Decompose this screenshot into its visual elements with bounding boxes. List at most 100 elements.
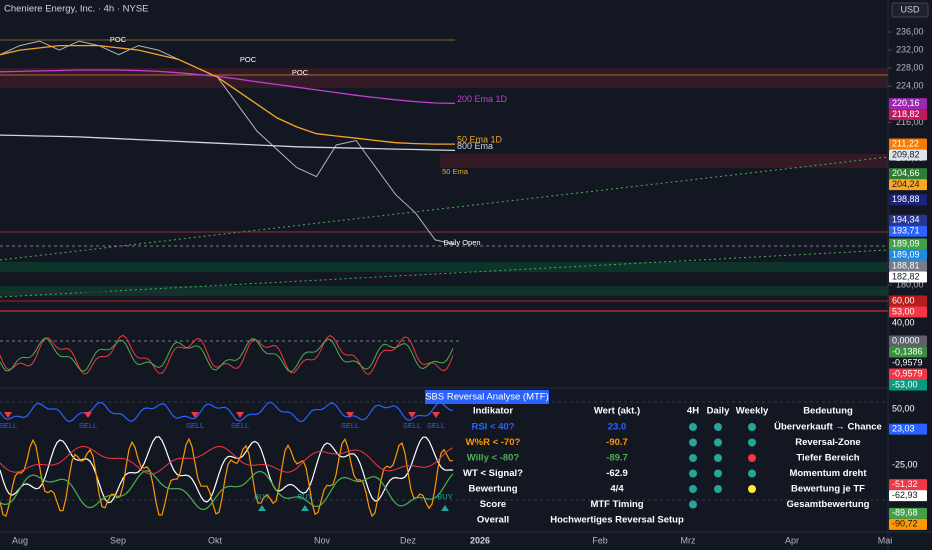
signal-label: BUY <box>254 492 269 501</box>
oscillator-line <box>0 337 454 373</box>
series-line <box>0 40 456 245</box>
annotation: POC <box>240 55 257 64</box>
table-cell: 23.0 <box>608 422 627 433</box>
price-tag-label: 60,00 <box>892 295 915 305</box>
table-cell: Hochwertiges Reversal Setup <box>550 515 684 526</box>
table-cell: -90.7 <box>606 437 628 448</box>
table-cell: Momentum dreht <box>789 468 867 479</box>
annotation: POC <box>292 68 309 77</box>
currency-label: USD <box>900 4 920 14</box>
y-tick-label: 224,00 <box>896 81 924 91</box>
price-tag <box>889 423 927 435</box>
price-tag <box>889 271 927 283</box>
y-tick-label: 236,00 <box>896 26 924 36</box>
y-tick-label: 232,00 <box>896 45 924 55</box>
table-header: Wert (akt.) <box>594 406 640 417</box>
signal-marker <box>84 412 92 418</box>
price-tag-label: 194,34 <box>892 215 920 225</box>
price-tag <box>889 335 927 347</box>
x-tick-label: Mai <box>878 535 893 545</box>
signal-label: SELL <box>341 421 359 430</box>
status-dot <box>748 454 756 462</box>
table-header: Bedeutung <box>803 406 853 417</box>
price-tag <box>889 238 927 250</box>
table-cell: Gesamtbewertung <box>787 499 870 510</box>
table-cell: MTF Timing <box>590 499 643 510</box>
signal-marker <box>346 412 354 418</box>
price-tag-label: 218,82 <box>892 109 920 119</box>
price-tag-label: -51,32 <box>892 479 918 489</box>
symbol-title: Cheniere Energy, Inc. · 4h · NYSE <box>4 4 149 15</box>
price-tag <box>889 149 927 161</box>
price-tag <box>889 194 927 206</box>
price-tag <box>889 214 927 226</box>
price-tag <box>889 249 927 261</box>
price-tag <box>889 225 927 237</box>
y-tick-label: 180,00 <box>896 279 924 289</box>
price-tag-label: 193,71 <box>892 226 920 236</box>
price-tag <box>889 507 927 519</box>
annotation: 50 Ema <box>442 167 469 176</box>
price-tag <box>889 306 927 318</box>
series-line <box>0 69 456 105</box>
table-cell: Score <box>480 499 506 510</box>
oscillator-line <box>0 334 454 375</box>
table-cell: RSI < 40? <box>471 422 514 433</box>
price-tag <box>889 260 927 272</box>
price-tag-label: 209,82 <box>892 149 920 159</box>
x-tick-label: Aug <box>12 535 28 545</box>
price-tag-label: -62,93 <box>892 490 918 500</box>
price-tag-label: 220,16 <box>892 98 920 108</box>
support-zone <box>0 286 888 296</box>
table-cell: 4/4 <box>610 484 624 495</box>
price-tag-label: 189,09 <box>892 238 920 248</box>
status-dot <box>689 469 697 478</box>
y-tick-label: 228,00 <box>896 63 924 73</box>
price-tag <box>889 317 927 329</box>
signal-marker <box>236 412 244 418</box>
price-tag-label: 204,24 <box>892 179 920 189</box>
status-dot <box>714 423 722 431</box>
x-tick-label: Sep <box>110 535 126 545</box>
signal-label: SELL <box>79 421 97 430</box>
status-dot <box>689 454 697 462</box>
currency-button[interactable] <box>891 2 929 18</box>
price-tag-label: -0,9579 <box>892 357 923 367</box>
signal-marker <box>441 505 449 511</box>
status-dot <box>689 438 697 447</box>
table-cell: W%R < -70? <box>466 437 521 448</box>
price-tag <box>889 479 927 491</box>
price-tag-label: 23,03 <box>892 424 915 434</box>
price-tag-label: 50,00 <box>892 403 915 413</box>
table-header: Indikator <box>473 406 513 417</box>
table-cell: Bewertung je TF <box>791 484 865 495</box>
series-label: 200 Ema 1D <box>457 94 508 104</box>
oscillator-line <box>0 401 454 423</box>
signal-marker <box>4 412 12 418</box>
price-tag <box>889 459 927 471</box>
price-tag-label: 0,0000 <box>892 335 920 345</box>
signal-label: BUY <box>437 492 452 501</box>
status-dot <box>748 438 756 447</box>
signal-marker <box>258 505 266 511</box>
status-dot <box>689 423 697 431</box>
support-zone <box>0 262 888 272</box>
status-dot <box>748 469 756 478</box>
table-header: 4H <box>687 406 699 417</box>
x-tick-label: 2026 <box>470 535 490 545</box>
table-cell: Überverkauft → Chance <box>774 422 882 433</box>
table-title-bg <box>425 390 549 404</box>
price-tag <box>889 179 927 191</box>
price-tag <box>889 403 927 415</box>
series-label: 50 Ema 1D <box>457 134 503 144</box>
price-tag-label: 204,66 <box>892 168 920 178</box>
status-dot <box>748 485 756 493</box>
annotation: POC <box>110 35 127 44</box>
signal-marker <box>191 412 199 418</box>
status-dot <box>748 423 756 431</box>
table-cell: WT < Signal? <box>463 468 523 479</box>
price-tag <box>889 295 927 307</box>
table-title: SBS Reversal Analyse (MTF) <box>425 392 549 403</box>
price-tag-label: -90,72 <box>892 519 918 529</box>
